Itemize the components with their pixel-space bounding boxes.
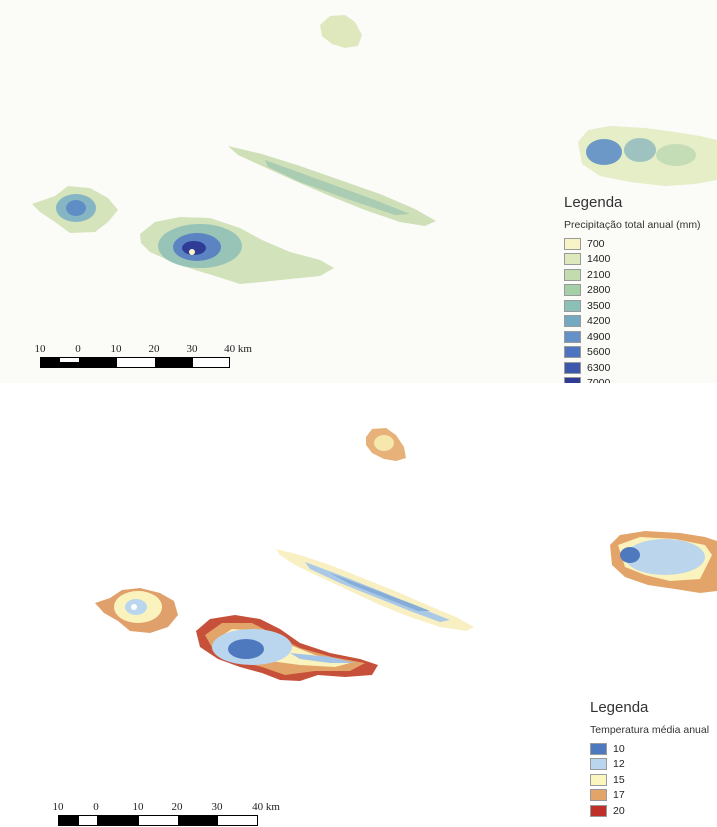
legend-swatch	[564, 284, 581, 297]
legend-swatch	[564, 299, 581, 312]
scale-segment	[193, 358, 229, 367]
legend-label: 4200	[587, 315, 611, 328]
legend-item: 12	[590, 757, 709, 773]
scale-segment	[178, 816, 218, 825]
scale-label: 0	[93, 801, 99, 813]
legend-swatch	[590, 804, 607, 817]
legend-label: 10	[613, 742, 625, 755]
scale-label: 30	[211, 801, 223, 813]
legend-swatch	[590, 758, 607, 771]
scale-bar: 10 0 10 20 30 40 km	[53, 801, 280, 826]
scale-label: 10	[110, 343, 122, 355]
scale-segment	[41, 358, 79, 367]
scale-segment	[59, 816, 79, 825]
legend-item: 2100	[564, 267, 701, 283]
scale-label: 10	[34, 343, 46, 355]
scale-segment	[139, 816, 178, 825]
scale-bar: 10 0 10 20 30 40 km	[35, 343, 252, 368]
temperature-map-canvas	[95, 428, 717, 681]
precipitation-map: Legenda Precipitação total anual (mm) 70…	[0, 0, 717, 383]
legend-item: 15	[590, 772, 709, 788]
legend-label: 1400	[587, 253, 611, 266]
legend-item: 17	[590, 788, 709, 804]
scale-bar-labels: 10 0 10 20 30 40 km	[53, 801, 280, 815]
precipitation-legend: Legenda Precipitação total anual (mm) 70…	[564, 194, 701, 383]
legend-swatch	[564, 361, 581, 374]
scale-bar-track	[40, 357, 230, 368]
legend-swatch	[590, 742, 607, 755]
scale-segment	[155, 358, 193, 367]
legend-item: 700	[564, 236, 701, 252]
scale-label: 30	[186, 343, 198, 355]
legend-item: 4200	[564, 314, 701, 330]
scale-segment	[117, 358, 155, 367]
scale-label: 40 km	[224, 343, 252, 355]
legend-item: 5600	[564, 345, 701, 361]
legend-label: 20	[613, 804, 625, 817]
legend-swatch	[564, 315, 581, 328]
scale-segment	[60, 358, 79, 362]
temperature-map: Legenda Temperatura média anual 10 12 15…	[0, 395, 717, 827]
island-graciosa	[320, 15, 362, 48]
legend-item: 3500	[564, 298, 701, 314]
scale-label: 10	[132, 801, 144, 813]
legend-label: 7000	[587, 377, 610, 383]
legend-item: 10	[590, 741, 709, 757]
legend-label: 15	[613, 773, 625, 786]
legend-label: 2100	[587, 268, 611, 281]
legend-label: 5600	[587, 346, 611, 359]
scale-bar-labels: 10 0 10 20 30 40 km	[35, 343, 252, 357]
legend-item: 20	[590, 803, 709, 819]
scale-segment	[79, 816, 97, 825]
scale-segment	[79, 358, 117, 367]
legend-list: 10 12 15 17 20	[590, 741, 709, 819]
legend-item: 6300	[564, 360, 701, 376]
legend-subtitle: Temperatura média anual	[590, 724, 710, 736]
legend-label: 17	[613, 789, 625, 802]
scale-label: 0	[75, 343, 81, 355]
legend-swatch	[564, 268, 581, 281]
scale-label: 20	[171, 801, 183, 813]
legend-label: 700	[587, 237, 605, 250]
legend-label: 3500	[587, 299, 611, 312]
legend-label: 12	[613, 758, 625, 771]
scale-label: 40 km	[252, 801, 280, 813]
legend-item: 4900	[564, 329, 701, 345]
scale-label: 20	[148, 343, 160, 355]
scale-bar-track	[58, 815, 258, 826]
legend-label: 6300	[587, 361, 611, 374]
legend-swatch	[564, 253, 581, 266]
legend-swatch	[564, 237, 581, 250]
legend-list: 700 1400 2100 2800 3500 4200 4900 5600 6…	[564, 236, 701, 383]
legend-subtitle: Precipitação total anual (mm)	[564, 219, 701, 231]
legend-item: 1400	[564, 252, 701, 268]
legend-title: Legenda	[564, 194, 623, 211]
legend-swatch	[564, 330, 581, 343]
scale-segment	[97, 816, 139, 825]
legend-item: 2800	[564, 283, 701, 299]
temperature-legend: Legenda Temperatura média anual 10 12 15…	[590, 699, 709, 819]
legend-swatch	[564, 377, 581, 383]
legend-label: 2800	[587, 284, 611, 297]
scale-label: 10	[52, 801, 64, 813]
legend-label: 4900	[587, 330, 611, 343]
precipitation-map-canvas	[32, 15, 717, 284]
scale-segment	[218, 816, 257, 825]
legend-item: 7000	[564, 376, 701, 383]
legend-swatch	[564, 346, 581, 359]
legend-swatch	[590, 773, 607, 786]
legend-title: Legenda	[590, 699, 649, 716]
legend-swatch	[590, 789, 607, 802]
